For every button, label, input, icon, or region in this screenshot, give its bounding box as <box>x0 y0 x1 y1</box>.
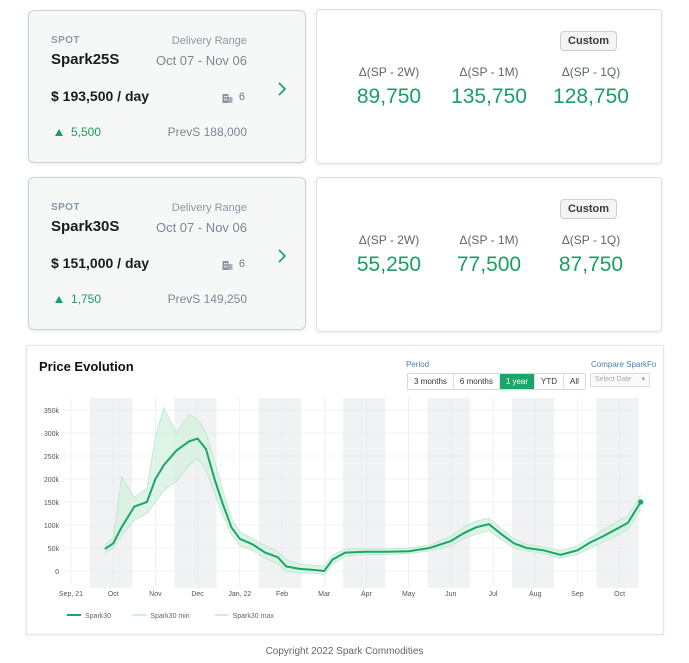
x-tick-label: Jan, 22 <box>228 591 251 598</box>
spot-price: $ 151,000 / day <box>51 255 150 271</box>
compare-label: Compare SparkFo <box>591 360 657 369</box>
delta-card-spark30s: Custom Δ(SP - 2W) 55,250 Δ(SP - 1M) 77,5… <box>316 177 662 332</box>
y-tick-label: 100k <box>44 523 60 530</box>
previous-price: PrevS 188,000 <box>167 125 247 139</box>
x-tick-label: Jul <box>489 591 498 598</box>
contract-name: Spark25S <box>51 51 120 68</box>
month-band <box>427 398 470 588</box>
compare-date-select[interactable]: Select Date ▾ <box>590 373 650 387</box>
y-tick-label: 50k <box>48 546 60 553</box>
spot-label: SPOT <box>51 202 80 213</box>
y-tick-label: 0 <box>55 569 59 576</box>
y-tick-label: 200k <box>44 477 60 484</box>
legend-label: Spark30 min <box>150 613 189 620</box>
period-all-button[interactable]: All <box>564 374 585 389</box>
assessments-count: 6 <box>222 258 245 270</box>
assessments-value: 6 <box>238 258 245 270</box>
delta-value: 77,500 <box>456 253 522 276</box>
previous-price: PrevS 149,250 <box>167 292 247 306</box>
delta-1q: Δ(SP - 1Q) 87,750 <box>546 233 636 277</box>
x-tick-label: Apr <box>361 591 373 598</box>
chevron-right-icon[interactable] <box>275 81 289 97</box>
y-tick-label: 150k <box>44 500 60 507</box>
x-tick-label: Aug <box>529 591 542 598</box>
delta-value: 87,750 <box>558 253 624 276</box>
chart-title: Price Evolution <box>39 359 134 374</box>
price-change: 5,500 <box>55 125 101 139</box>
period-ytd-button[interactable]: YTD <box>535 374 565 389</box>
delta-label: Δ(SP - 1M) <box>459 233 519 247</box>
price-chart: 0 50k 100k 150k 200k 250k 300k 350k Sep, 21 Oct N… <box>44 398 644 620</box>
delta-1m: Δ(SP - 1M) 77,500 <box>444 233 534 277</box>
price-evolution-panel: Price Evolution Period 3 months 6 months… <box>26 345 664 635</box>
delta-label: Δ(SP - 1M) <box>459 65 519 79</box>
delta-1m: Δ(SP - 1M) 135,750 <box>444 65 534 109</box>
delta-label: Δ(SP - 2W) <box>358 65 420 79</box>
delivery-range: Oct 07 - Nov 06 <box>155 53 247 68</box>
delta-label: Δ(SP - 2W) <box>358 233 420 247</box>
delta-value: 135,750 <box>451 85 527 108</box>
price-change-value: 1,750 <box>71 292 102 306</box>
delta-value: 89,750 <box>356 85 422 108</box>
price-change-value: 5,500 <box>71 125 102 139</box>
legend-label: Spark30 <box>85 613 111 620</box>
building-icon <box>222 260 233 270</box>
x-tick-label: Sep <box>571 591 584 598</box>
contract-name: Spark30S <box>51 218 120 235</box>
compare-date-placeholder: Select Date <box>595 376 632 383</box>
delivery-range-label: Delivery Range <box>171 202 247 214</box>
assessments-count: 6 <box>222 91 245 103</box>
custom-button[interactable]: Custom <box>560 31 617 51</box>
series-line-spark30-min <box>104 457 642 576</box>
delta-2w: Δ(SP - 2W) 55,250 <box>344 233 434 277</box>
spot-label: SPOT <box>51 35 80 46</box>
x-tick-label: May <box>402 591 416 598</box>
chevron-right-icon[interactable] <box>275 248 289 264</box>
triangle-up-icon <box>55 128 63 136</box>
delta-value: 128,750 <box>553 85 629 108</box>
chevron-down-icon: ▾ <box>641 376 645 383</box>
x-tick-label: Oct <box>614 591 625 598</box>
x-tick-label: Dec <box>191 591 204 598</box>
period-selector: 3 months 6 months 1 year YTD All <box>407 373 586 390</box>
delta-2w: Δ(SP - 2W) 89,750 <box>344 65 434 109</box>
period-label: Period <box>406 360 430 369</box>
x-tick-label: Nov <box>149 591 162 598</box>
period-3-months-button[interactable]: 3 months <box>408 374 454 389</box>
series-end-point <box>638 499 644 505</box>
spot-price: $ 193,500 / day <box>51 88 150 104</box>
month-band <box>343 398 386 588</box>
legend-label: Spark30 max <box>233 613 275 620</box>
x-tick-label: Mar <box>318 591 331 598</box>
series-line-spark30-max <box>104 406 642 567</box>
delta-1q: Δ(SP - 1Q) 128,750 <box>546 65 636 109</box>
month-band <box>511 398 555 588</box>
price-change: 1,750 <box>55 292 101 306</box>
custom-button[interactable]: Custom <box>560 199 617 219</box>
period-6-months-button[interactable]: 6 months <box>453 374 500 389</box>
delivery-range-label: Delivery Range <box>171 35 247 47</box>
x-tick-label: Sep, 21 <box>59 591 83 598</box>
y-tick-label: 350k <box>44 408 60 415</box>
delta-label: Δ(SP - 1Q) <box>561 233 621 247</box>
y-tick-label: 300k <box>44 431 60 438</box>
period-1-year-button[interactable]: 1 year <box>499 374 536 389</box>
y-tick-label: 250k <box>44 454 60 461</box>
footer-copyright: Copyright 2022 Spark Commodities <box>265 646 424 657</box>
delivery-range: Oct 07 - Nov 06 <box>155 220 247 235</box>
delta-card-spark25s: Custom Δ(SP - 2W) 89,750 Δ(SP - 1M) 135,… <box>316 9 662 164</box>
x-tick-label: Oct <box>108 591 119 598</box>
x-tick-label: Jun <box>445 591 456 598</box>
building-icon <box>222 93 233 103</box>
delta-value: 55,250 <box>356 253 422 276</box>
assessments-value: 6 <box>238 91 245 103</box>
delta-label: Δ(SP - 1Q) <box>561 65 621 79</box>
spot-card-spark30s[interactable]: SPOT Delivery Range Spark30S Oct 07 - No… <box>28 177 306 330</box>
triangle-up-icon <box>55 295 63 303</box>
x-tick-label: Feb <box>276 591 288 598</box>
spot-card-spark25s[interactable]: SPOT Delivery Range Spark25S Oct 07 - No… <box>28 10 306 163</box>
month-band <box>596 398 639 588</box>
series-line-spark30 <box>104 437 642 573</box>
